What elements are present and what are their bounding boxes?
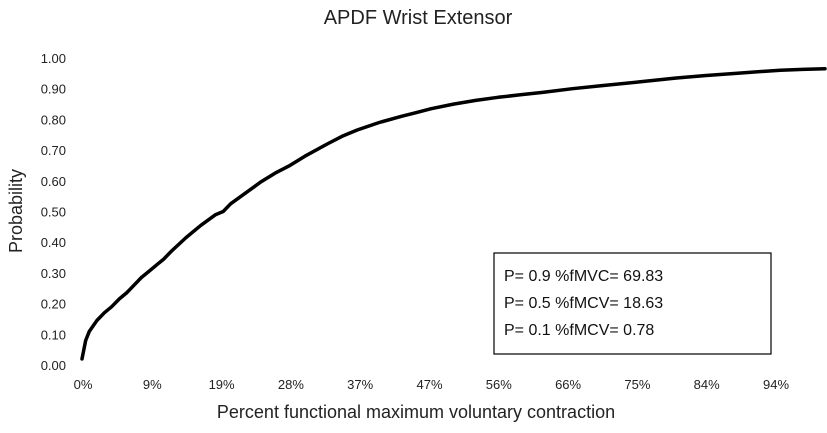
y-tick-label: 0.50 <box>41 205 66 220</box>
series-line <box>80 66 827 361</box>
x-tick-label: 0% <box>74 377 93 392</box>
x-tick-label: 37% <box>347 377 373 392</box>
y-tick-label: 0.80 <box>41 112 66 127</box>
y-tick-label: 0.20 <box>41 297 66 312</box>
x-tick-label: 94% <box>763 377 789 392</box>
y-axis-title: Probability <box>6 169 26 253</box>
x-tick-label: 75% <box>624 377 650 392</box>
x-tick-label: 47% <box>416 377 442 392</box>
y-tick-label: 0.10 <box>41 327 66 342</box>
annotation-line-2: P= 0.5 %fMCV= 18.63 <box>504 295 663 312</box>
annotation-box: P= 0.9 %fMVC= 69.83 P= 0.5 %fMCV= 18.63 … <box>493 252 772 355</box>
x-tick-label: 84% <box>694 377 720 392</box>
x-tick-label: 56% <box>486 377 512 392</box>
y-tick-label: 1.00 <box>41 51 66 66</box>
y-tick-label: 0.60 <box>41 174 66 189</box>
x-tick-label: 28% <box>278 377 304 392</box>
y-tick-label: 0.90 <box>41 82 66 97</box>
y-tick-label: 0.70 <box>41 143 66 158</box>
y-tick-label: 0.40 <box>41 235 66 250</box>
annotation-frame <box>493 252 772 355</box>
y-axis-tick-labels: 0.00 0.10 0.20 0.30 0.40 0.50 0.60 0.70 0.80 0.90… <box>41 51 66 373</box>
annotation-line-1: P= 0.9 %fMVC= 69.83 <box>504 268 663 285</box>
x-tick-label: 9% <box>143 377 162 392</box>
x-axis-tick-labels: 0% 9% 19% 28% 37% 47% 56% 66% 75% 84% 94% <box>74 377 790 392</box>
y-tick-label: 0.30 <box>41 266 66 281</box>
y-tick-label: 0.00 <box>41 358 66 373</box>
x-tick-label: 66% <box>555 377 581 392</box>
chart-title: APDF Wrist Extensor <box>324 7 513 29</box>
x-tick-label: 19% <box>209 377 235 392</box>
annotation-line-3: P= 0.1 %fMCV= 0.78 <box>504 322 654 339</box>
x-axis-title: Percent functional maximum voluntary con… <box>217 402 615 422</box>
